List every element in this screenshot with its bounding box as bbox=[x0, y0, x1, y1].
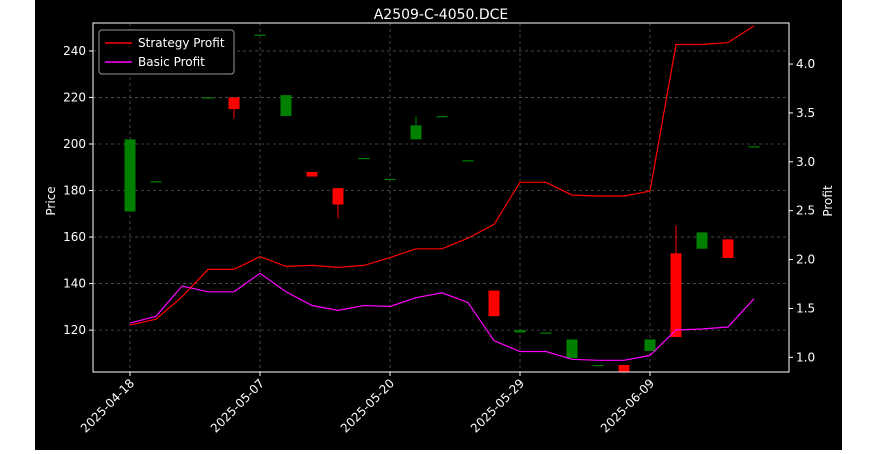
candle-body bbox=[462, 160, 474, 162]
y2-tick-label: 3.5 bbox=[796, 106, 815, 120]
candle-body bbox=[384, 178, 396, 181]
candle-body bbox=[540, 332, 552, 334]
left-axis-ticks: 120 140 160 180 200 220 240 bbox=[63, 44, 93, 337]
legend-strategy-label: Strategy Profit bbox=[138, 36, 225, 50]
y2-axis-label: Profit bbox=[821, 185, 835, 217]
candle-body bbox=[488, 290, 500, 317]
x-tick-label: 2025-04-18 bbox=[78, 376, 137, 435]
y2-tick-label: 2.5 bbox=[796, 204, 815, 218]
y2-tick-label: 3.0 bbox=[796, 155, 815, 169]
y-tick-label: 240 bbox=[63, 44, 86, 58]
candle-body bbox=[228, 97, 240, 110]
candle-body bbox=[644, 339, 656, 352]
candle-body bbox=[280, 95, 292, 117]
candle-body bbox=[124, 139, 136, 212]
candle-body bbox=[150, 181, 162, 183]
candle-body bbox=[306, 171, 318, 177]
candle-body bbox=[618, 365, 630, 372]
legend: Strategy Profit Basic Profit bbox=[98, 29, 235, 75]
y-tick-label: 120 bbox=[63, 323, 86, 337]
candle-body bbox=[410, 125, 422, 140]
right-axis-ticks: 1.0 1.5 2.0 2.5 3.0 3.5 4.0 bbox=[789, 57, 815, 364]
x-tick-label: 2025-05-07 bbox=[208, 376, 267, 435]
candle-body bbox=[566, 339, 578, 359]
chart-figure: 120 140 160 180 200 220 240 1.0 1.5 2.0 2.5 3.0 3.5… bbox=[35, 0, 842, 450]
strategy-profit-line bbox=[129, 25, 755, 326]
x-tick-label: 2025-06-09 bbox=[598, 376, 657, 435]
y-tick-label: 180 bbox=[63, 184, 86, 198]
candle-body bbox=[722, 239, 734, 258]
candle-body bbox=[332, 188, 344, 205]
profit-lines bbox=[129, 25, 755, 361]
x-tick-label: 2025-05-20 bbox=[338, 376, 397, 435]
candle-body bbox=[670, 253, 682, 338]
y-tick-label: 140 bbox=[63, 277, 86, 291]
candle-body bbox=[696, 232, 708, 249]
y-tick-label: 160 bbox=[63, 230, 86, 244]
candle-body bbox=[592, 365, 604, 367]
y2-tick-label: 4.0 bbox=[796, 57, 815, 71]
candle-body bbox=[358, 157, 370, 160]
date-axis-ticks: 2025-04-18 2025-05-07 2025-05-20 2025-05-29… bbox=[78, 372, 657, 435]
candlesticks bbox=[124, 34, 760, 372]
grid-lines bbox=[93, 23, 789, 372]
candle-body bbox=[514, 330, 526, 333]
y2-tick-label: 1.0 bbox=[796, 350, 815, 364]
plot-frame bbox=[92, 22, 790, 373]
y-tick-label: 220 bbox=[63, 90, 86, 104]
legend-basic-label: Basic Profit bbox=[138, 55, 205, 69]
price-profit-chart: 120 140 160 180 200 220 240 1.0 1.5 2.0 2.5 3.0 3.5… bbox=[44, 7, 835, 435]
y2-tick-label: 2.0 bbox=[796, 253, 815, 267]
candle-body bbox=[254, 34, 266, 36]
chart-title: A2509-C-4050.DCE bbox=[374, 7, 509, 23]
y-axis-label: Price bbox=[44, 186, 58, 215]
basic-profit-line bbox=[129, 272, 755, 361]
legend-box bbox=[98, 29, 235, 75]
candle-body bbox=[202, 97, 214, 99]
candle-body bbox=[436, 116, 448, 118]
x-tick-label: 2025-05-29 bbox=[468, 376, 527, 435]
y2-tick-label: 1.5 bbox=[796, 301, 815, 315]
y-tick-label: 200 bbox=[63, 137, 86, 151]
candle-body bbox=[748, 146, 760, 148]
